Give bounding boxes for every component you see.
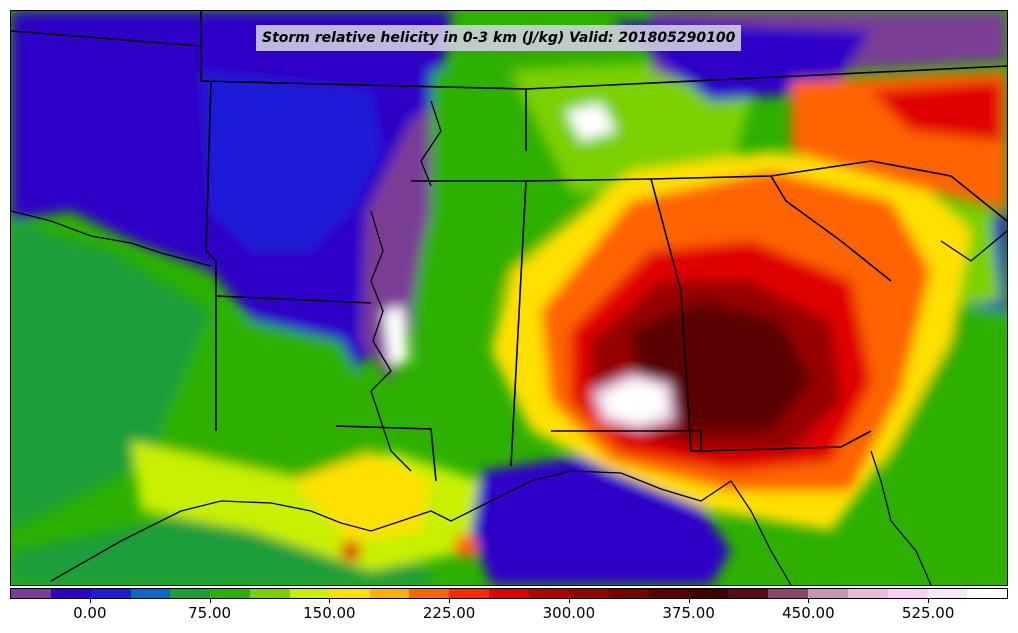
colorbar-tick-mark <box>449 599 451 603</box>
colorbar-tick-mark <box>928 599 930 603</box>
colorbar-segment <box>728 589 769 598</box>
colorbar-segment <box>688 589 729 598</box>
colorbar-tick-label: 525.00 <box>901 604 955 622</box>
colorbar-segment <box>489 589 529 598</box>
colorbar <box>10 588 1008 599</box>
field-white-max <box>601 379 666 423</box>
colorbar-segment <box>369 589 410 598</box>
colorbar-segment <box>409 589 450 598</box>
colorbar-segment <box>449 589 490 598</box>
colorbar-segment <box>648 589 689 598</box>
colorbar-tick-label: 225.00 <box>422 604 476 622</box>
field-blue-dark-west <box>201 71 381 251</box>
colorbar-segment <box>768 589 808 598</box>
colorbar-segment <box>250 589 290 598</box>
colorbar-segment <box>847 589 888 598</box>
colorbar-segment <box>329 589 370 598</box>
colorbar-segment <box>50 589 91 598</box>
colorbar-tick-label: 300.00 <box>542 604 596 622</box>
colorbar-segment <box>608 589 649 598</box>
colorbar-tick-mark <box>688 599 690 603</box>
colorbar-tick-mark <box>808 599 810 603</box>
colorbar-tick-mark <box>89 599 91 603</box>
colorbar-segment <box>11 589 51 598</box>
colorbar-segment <box>289 589 330 598</box>
field-green-southwest <box>11 221 231 531</box>
colorbar-segment <box>967 589 1008 598</box>
helicity-map <box>11 11 1007 585</box>
colorbar-segment <box>90 589 131 598</box>
colorbar-segment <box>528 589 569 598</box>
colorbar-tick-mark <box>568 599 570 603</box>
map-title: Storm relative helicity in 0-3 km (J/kg)… <box>256 25 742 51</box>
colorbar-segment <box>210 589 251 598</box>
field-orange-spot-coast <box>454 534 478 558</box>
field-red-spot-coast <box>341 541 361 561</box>
colorbar-segment <box>927 589 968 598</box>
colorbar-segment <box>170 589 211 598</box>
field-green-light <box>151 311 391 481</box>
field-yellow-coast <box>291 451 431 541</box>
field-purple-band <box>361 91 451 381</box>
field-maroon-core <box>631 301 811 431</box>
colorbar-segment <box>130 589 171 598</box>
colorbar-ticks: 0.00 75.00 150.00 225.00 300.00 375.00 450.00 5… <box>10 599 1008 629</box>
colorbar-tick-label: 150.00 <box>303 604 356 622</box>
state-boundaries <box>11 11 1007 482</box>
field-white-north <box>566 103 616 141</box>
colorbar-segment <box>568 589 609 598</box>
colorbar-tick-label: 0.00 <box>73 604 107 622</box>
field-red-northeast <box>871 81 1001 141</box>
colorbar-segment <box>887 589 928 598</box>
colorbar-tick-mark <box>329 599 331 603</box>
colorbar-tick-label: 450.00 <box>782 604 835 622</box>
colorbar-tick-label: 375.00 <box>662 604 715 622</box>
coastlines <box>11 100 1007 585</box>
field-white-delta <box>383 306 409 366</box>
map-panel: Storm relative helicity in 0-3 km (J/kg)… <box>10 10 1008 586</box>
colorbar-tick-label: 75.00 <box>188 604 232 622</box>
colorbar-tick-mark <box>209 599 211 603</box>
colorbar-segment <box>807 589 848 598</box>
